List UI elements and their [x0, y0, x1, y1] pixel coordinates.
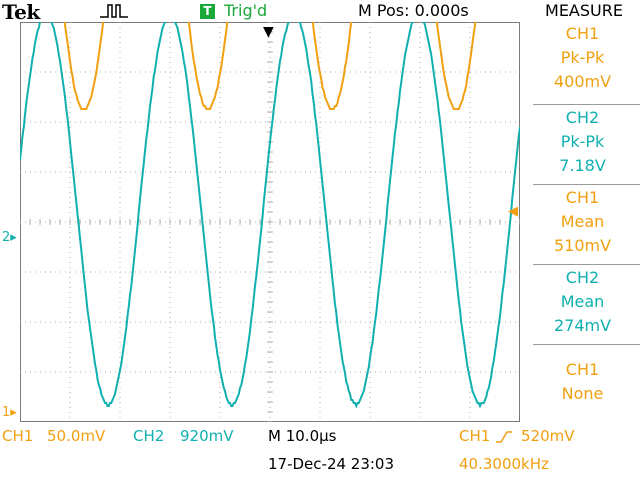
rising-edge-icon	[496, 431, 512, 443]
ch2-label: CH2	[133, 427, 165, 445]
trigger-badge: T	[200, 4, 215, 19]
frequency-readout: 40.3000kHz	[459, 455, 549, 473]
measure-source: CH1	[565, 360, 600, 379]
measure-type: Pk-Pk	[560, 48, 605, 67]
settings-readout: CH1 50.0mV CH2 920mV M 10.0µs CH1 520mV …	[0, 422, 640, 480]
measure-slot-1[interactable]: CH1 Pk-Pk 400mV	[525, 22, 640, 102]
measure-source: CH1	[565, 24, 600, 43]
pulse-run-icon	[100, 4, 128, 18]
measure-value: 274mV	[553, 316, 612, 335]
ch2-scale: 920mV	[180, 427, 234, 445]
measure-source: CH1	[565, 188, 600, 207]
trigger-source: CH1	[459, 427, 491, 445]
ch1-scale: 50.0mV	[47, 427, 106, 445]
brand-logo: Tek	[2, 0, 40, 24]
measure-type: Mean	[560, 292, 605, 311]
divider	[533, 264, 640, 265]
measure-panel: CH1 Pk-Pk 400mV CH2 Pk-Pk 7.18V CH1 Mean…	[525, 22, 640, 422]
timebase: M 10.0µs	[268, 427, 337, 445]
horizontal-position: M Pos: 0.000s	[358, 1, 469, 20]
trigger-level: 520mV	[521, 427, 575, 445]
divider	[533, 184, 640, 185]
measure-menu-title[interactable]: MEASURE	[545, 1, 623, 20]
measure-type: Pk-Pk	[560, 132, 605, 151]
trigger-position-arrow-icon: ▼	[263, 24, 274, 40]
measure-source: CH2	[565, 268, 600, 287]
ch1-ground-marker: 1▸	[2, 405, 17, 420]
waveform-display	[20, 22, 520, 422]
trigger-status: Trig'd	[224, 1, 268, 20]
ch2-trace	[20, 22, 520, 409]
measure-slot-4[interactable]: CH2 Mean 274mV	[525, 266, 640, 346]
measure-type: Mean	[560, 212, 605, 231]
ch2-ground-marker: 2▸	[2, 230, 17, 245]
status-bar: Tek T Trig'd M Pos: 0.000s MEASURE	[0, 0, 640, 24]
measure-value: 400mV	[553, 72, 612, 91]
measure-type: None	[561, 384, 604, 403]
measure-slot-5[interactable]: CH1 None	[525, 358, 640, 438]
measure-value: 510mV	[553, 236, 612, 255]
trigger-level-arrow-icon: ◀	[508, 204, 518, 219]
ch1-label: CH1	[2, 427, 34, 445]
divider	[533, 344, 640, 345]
divider	[533, 104, 640, 105]
measure-value: 7.18V	[559, 156, 606, 175]
date-time: 17-Dec-24 23:03	[268, 455, 395, 473]
measure-slot-2[interactable]: CH2 Pk-Pk 7.18V	[525, 106, 640, 186]
measure-slot-3[interactable]: CH1 Mean 510mV	[525, 186, 640, 266]
measure-source: CH2	[565, 108, 600, 127]
